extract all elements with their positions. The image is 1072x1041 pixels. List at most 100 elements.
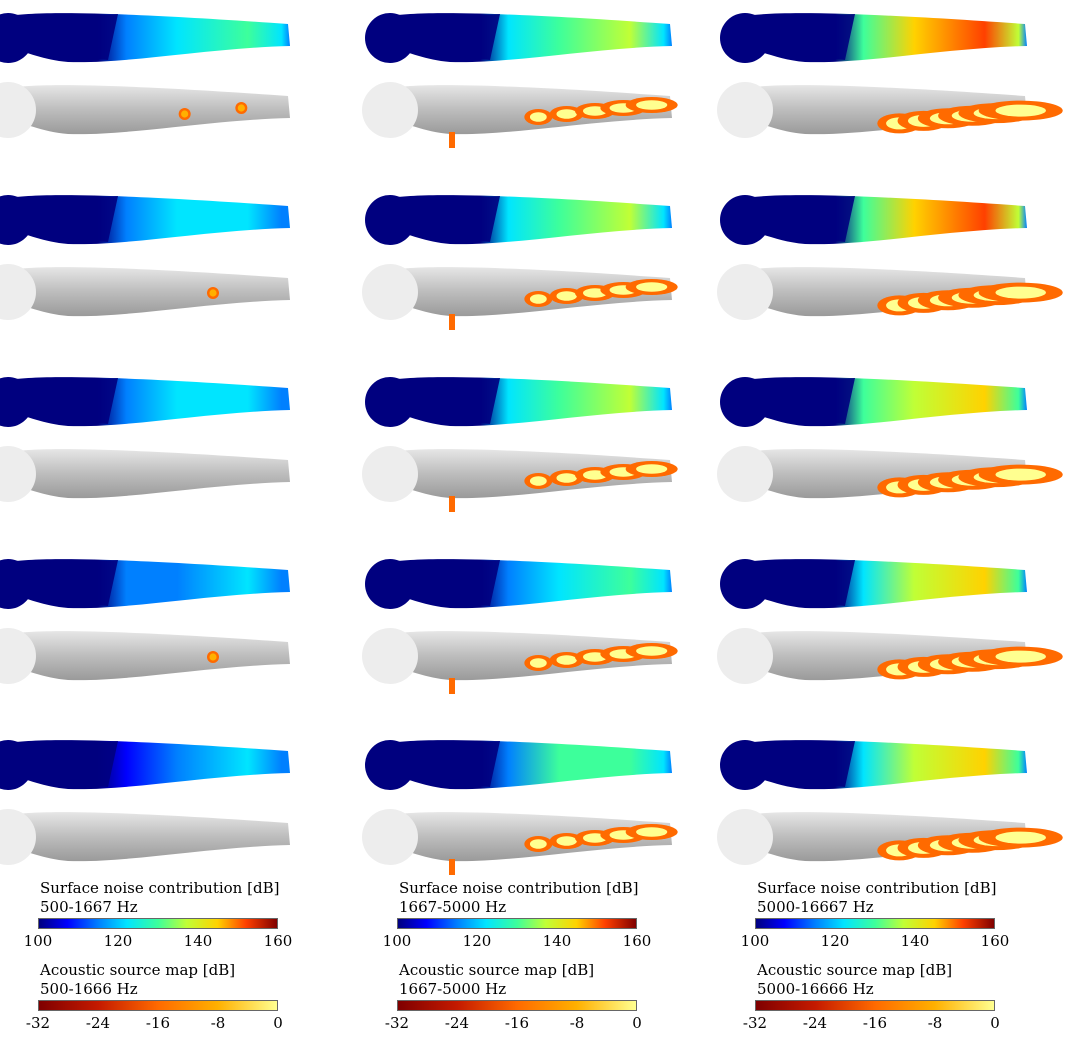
source-legend-title: Acoustic source map [dB] xyxy=(40,961,236,979)
acoustic-source-blade xyxy=(717,446,1063,502)
blade-grey xyxy=(8,267,290,317)
tick: -16 xyxy=(862,1014,888,1032)
hub xyxy=(362,264,418,320)
source-blob-core xyxy=(556,109,577,119)
source-blob-core xyxy=(995,831,1046,844)
source-legend-range: 5000-16666 Hz xyxy=(757,980,874,998)
tick: 0 xyxy=(632,1014,642,1032)
source-blob-core xyxy=(995,650,1046,663)
surface-noise-blade xyxy=(0,740,290,790)
root-region xyxy=(8,196,118,242)
root-region xyxy=(390,741,500,787)
source-streak xyxy=(449,314,455,330)
surface-noise-blade xyxy=(365,13,672,63)
source-blob-core xyxy=(529,839,547,849)
surface-noise-blade xyxy=(365,740,672,790)
root-region xyxy=(745,378,855,424)
tick: 140 xyxy=(900,932,930,950)
acoustic-source-blade xyxy=(0,446,290,502)
tick: 160 xyxy=(622,932,652,950)
root-region xyxy=(390,560,500,606)
surface-noise-blade xyxy=(720,377,1027,427)
surface-colorbar-ticks: 100 120 140 160 xyxy=(24,932,293,950)
tick: -16 xyxy=(504,1014,530,1032)
hub xyxy=(362,809,418,865)
tick: 140 xyxy=(542,932,572,950)
acoustic-source-blade xyxy=(0,628,290,684)
hub xyxy=(0,264,36,320)
hub xyxy=(0,628,36,684)
acoustic-source-blade xyxy=(717,628,1063,684)
source-blob-core xyxy=(636,646,668,656)
blade-grey xyxy=(390,812,672,862)
surface-legend-range: 1667-5000 Hz xyxy=(399,898,507,916)
tick: 120 xyxy=(103,932,133,950)
surface-noise-blade xyxy=(720,559,1027,609)
tick: -24 xyxy=(802,1014,828,1032)
hub xyxy=(0,82,36,138)
acoustic-source-blade xyxy=(362,264,678,330)
surface-noise-blade xyxy=(720,13,1027,63)
root-region xyxy=(8,741,118,787)
tick: 0 xyxy=(990,1014,1000,1032)
source-blob-core xyxy=(209,289,217,297)
tick: 100 xyxy=(740,932,770,950)
source-streak xyxy=(449,678,455,694)
hub xyxy=(362,446,418,502)
hub xyxy=(0,809,36,865)
root-region xyxy=(8,14,118,60)
tick: 120 xyxy=(820,932,850,950)
acoustic-source-blade xyxy=(717,82,1063,138)
tick: -24 xyxy=(85,1014,111,1032)
tick: 140 xyxy=(183,932,213,950)
source-blob-core xyxy=(636,827,668,837)
acoustic-source-blade xyxy=(0,809,290,865)
source-blob-core xyxy=(556,473,577,483)
acoustic-source-blade xyxy=(717,809,1063,865)
source-blob-core xyxy=(995,104,1046,117)
source-blob-core xyxy=(995,286,1046,299)
tick: 100 xyxy=(382,932,412,950)
hub xyxy=(362,628,418,684)
surface-legend-range: 500-1667 Hz xyxy=(40,898,138,916)
surface-colorbar-ticks: 100 120 140 160 xyxy=(741,932,1010,950)
source-blob-core xyxy=(529,476,547,486)
surface-noise-blade xyxy=(0,195,290,245)
root-region xyxy=(745,560,855,606)
source-legend-range: 1667-5000 Hz xyxy=(399,980,507,998)
tick: -8 xyxy=(569,1014,585,1032)
source-colorbar xyxy=(38,1000,278,1011)
tick: -8 xyxy=(210,1014,226,1032)
acoustic-source-blade xyxy=(0,82,290,138)
root-region xyxy=(8,560,118,606)
blade-grey xyxy=(8,812,290,862)
blade-grey xyxy=(390,631,672,681)
source-streak xyxy=(449,859,455,875)
source-blob-core xyxy=(556,291,577,301)
tick: 120 xyxy=(462,932,492,950)
surface-colorbar xyxy=(397,918,637,929)
source-blob-core xyxy=(636,464,668,474)
hub xyxy=(0,446,36,502)
source-colorbar-ticks: -32 -24 -16 -8 0 xyxy=(26,1014,283,1032)
tick: 0 xyxy=(273,1014,283,1032)
surface-noise-blade xyxy=(365,195,672,245)
source-colorbar xyxy=(755,1000,995,1011)
tick: -24 xyxy=(444,1014,470,1032)
surface-legend-title: Surface noise contribution [dB] xyxy=(757,879,997,897)
acoustic-source-blade xyxy=(362,809,678,875)
source-blob-core xyxy=(529,658,547,668)
tick: -32 xyxy=(742,1014,768,1032)
blade-grey xyxy=(390,85,672,135)
surface-noise-blade xyxy=(0,377,290,427)
surface-noise-blade xyxy=(720,195,1027,245)
surface-noise-blade xyxy=(720,740,1027,790)
source-legend-range: 500-1666 Hz xyxy=(40,980,138,998)
source-colorbar-ticks: -32 -24 -16 -8 0 xyxy=(743,1014,1000,1032)
root-region xyxy=(8,378,118,424)
source-colorbar-ticks: -32 -24 -16 -8 0 xyxy=(385,1014,642,1032)
surface-legend-title: Surface noise contribution [dB] xyxy=(40,879,280,897)
surface-noise-blade xyxy=(365,559,672,609)
surface-legend-range: 5000-16667 Hz xyxy=(757,898,874,916)
